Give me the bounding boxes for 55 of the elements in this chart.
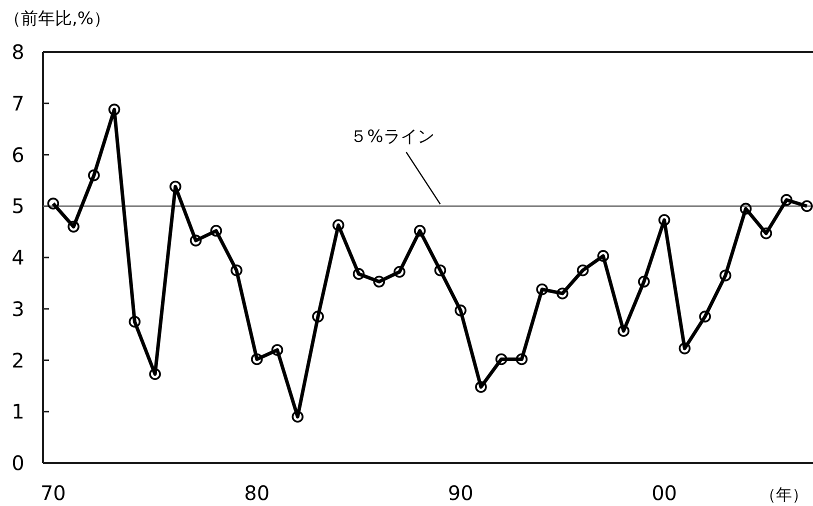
point — [597, 250, 610, 262]
y-tick-label: 6 — [12, 142, 24, 167]
point — [230, 264, 242, 276]
point — [250, 353, 263, 366]
y-tick-label: 1 — [12, 400, 24, 424]
point — [434, 264, 446, 276]
point — [638, 276, 650, 288]
point — [88, 169, 100, 182]
point — [516, 353, 528, 366]
y-tick-label: 4 — [12, 246, 24, 270]
point — [190, 234, 202, 246]
point — [68, 220, 80, 233]
point — [312, 310, 324, 322]
point — [394, 266, 406, 278]
point — [149, 368, 161, 380]
point — [47, 198, 60, 210]
x-tick-label: 80 — [244, 481, 270, 505]
point — [780, 194, 792, 206]
point — [678, 342, 691, 354]
x-tick-label: 90 — [448, 481, 474, 505]
point — [658, 214, 670, 226]
annotation: ５%ライン — [350, 127, 434, 148]
point — [373, 276, 386, 288]
point — [720, 270, 732, 282]
point — [454, 304, 466, 316]
y-tick-label: 2 — [12, 348, 24, 372]
x-tick-label: 00 — [652, 481, 678, 505]
y-tick-label: 7 — [12, 91, 24, 116]
point — [475, 381, 487, 393]
point — [495, 353, 508, 366]
point — [352, 268, 365, 280]
point — [414, 224, 426, 237]
annotation: ５%ライン — [350, 127, 441, 204]
y-tick-label: 3 — [12, 296, 24, 321]
point — [332, 219, 344, 232]
x-axis-title: （年） — [760, 485, 808, 504]
point — [128, 316, 141, 328]
point — [618, 325, 630, 337]
y-axis-title: （前年比,%） — [4, 9, 111, 29]
point — [760, 227, 772, 240]
y-tick-label: 5 — [12, 194, 24, 218]
point — [800, 200, 813, 212]
point — [536, 283, 548, 296]
point — [170, 180, 182, 192]
point — [576, 264, 589, 276]
y-tick-label: 8 — [12, 40, 24, 64]
point — [108, 104, 120, 116]
x-tick-label: 70 — [40, 481, 66, 505]
point — [271, 344, 284, 356]
point — [556, 288, 568, 300]
y-tick-label: 0 — [12, 451, 24, 475]
point — [292, 410, 304, 423]
point — [740, 202, 752, 215]
point — [210, 224, 222, 237]
point — [699, 310, 711, 322]
